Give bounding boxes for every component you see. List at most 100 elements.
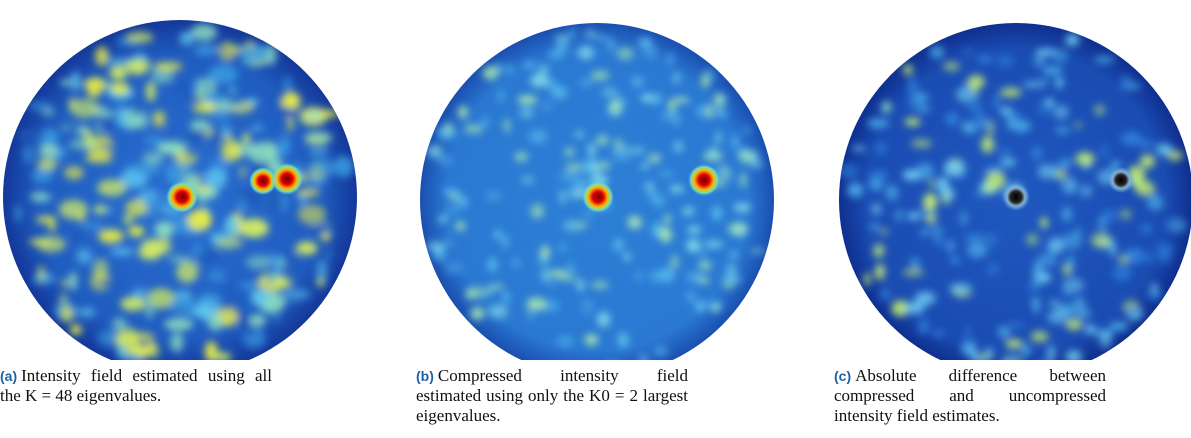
blob <box>556 335 574 347</box>
blob <box>116 344 126 360</box>
blob <box>438 215 448 223</box>
blob <box>946 239 954 253</box>
blob <box>1065 318 1083 331</box>
blob <box>668 99 676 113</box>
blob <box>60 79 71 86</box>
blob <box>522 61 537 69</box>
blob <box>1166 150 1183 161</box>
blob <box>977 121 993 129</box>
blob <box>69 271 77 291</box>
blob <box>502 291 511 304</box>
blob <box>530 204 544 219</box>
blob <box>929 45 945 59</box>
blob <box>304 131 333 143</box>
blob <box>659 227 672 243</box>
blob <box>48 215 56 232</box>
blob <box>967 75 985 88</box>
blob <box>145 81 156 102</box>
blob <box>949 283 969 294</box>
blob <box>699 248 706 261</box>
blob <box>910 138 933 149</box>
blob <box>1123 247 1145 265</box>
blob <box>517 95 538 105</box>
blob <box>669 185 684 193</box>
blob <box>919 228 931 237</box>
blob <box>959 210 968 226</box>
blob <box>117 327 139 346</box>
blob <box>847 182 864 198</box>
blob <box>28 100 52 112</box>
blob <box>930 224 944 238</box>
blob <box>1120 209 1132 220</box>
blob <box>711 205 723 221</box>
blob <box>248 141 278 163</box>
blob <box>910 257 920 269</box>
blob <box>904 301 925 315</box>
blob <box>437 155 453 166</box>
blob <box>297 204 326 225</box>
blob <box>879 228 889 236</box>
blob <box>116 104 125 127</box>
caption-c: (c) Absolute difference between compresse… <box>834 366 1106 426</box>
blob <box>540 245 550 260</box>
blob <box>971 358 987 360</box>
blob <box>1006 113 1016 130</box>
blob <box>208 129 220 146</box>
blob <box>168 167 178 185</box>
blob <box>719 94 727 105</box>
blob <box>482 66 499 80</box>
blob <box>664 213 671 225</box>
blob <box>94 123 102 132</box>
blob <box>654 346 668 357</box>
caption-text: Absolute difference between compressed a… <box>834 366 1106 425</box>
blob <box>1045 98 1055 107</box>
hotspot <box>582 181 614 213</box>
blob <box>686 238 701 253</box>
blob <box>923 193 938 211</box>
blob <box>1054 105 1069 120</box>
blob <box>742 125 752 135</box>
blob <box>1120 75 1132 86</box>
blob <box>75 248 93 265</box>
hotspot <box>249 167 277 195</box>
blob <box>128 225 145 237</box>
blob <box>614 137 622 151</box>
blob <box>851 145 867 152</box>
blob <box>1022 343 1031 357</box>
blob <box>511 258 521 269</box>
blob <box>1101 143 1109 159</box>
blob <box>1097 215 1107 232</box>
blob <box>576 278 585 292</box>
blob <box>144 136 165 146</box>
blob <box>310 147 330 156</box>
hotspot <box>271 163 303 195</box>
blob <box>1028 282 1041 291</box>
blob <box>961 47 973 55</box>
blob <box>239 166 246 179</box>
blob <box>934 236 944 247</box>
blob <box>537 65 550 75</box>
blob <box>226 287 237 309</box>
blob <box>1126 306 1140 316</box>
blob <box>962 123 980 134</box>
blob <box>839 163 859 180</box>
blob <box>190 120 211 131</box>
blob <box>590 281 610 289</box>
blob <box>579 77 593 89</box>
blob <box>907 78 919 96</box>
blob <box>1049 237 1064 254</box>
blob <box>1037 164 1057 179</box>
blob <box>1112 265 1132 281</box>
blob <box>84 154 114 163</box>
blob <box>125 199 148 217</box>
blob <box>17 130 46 141</box>
caption-b: (b) Compressed intensity field estimated … <box>416 366 688 426</box>
blob <box>61 278 69 288</box>
blob <box>464 124 484 134</box>
blob <box>170 332 184 353</box>
blob <box>1143 251 1154 263</box>
blob <box>1062 277 1085 293</box>
darkspot <box>1002 183 1030 211</box>
blob <box>1052 163 1064 172</box>
blob <box>997 161 1005 168</box>
